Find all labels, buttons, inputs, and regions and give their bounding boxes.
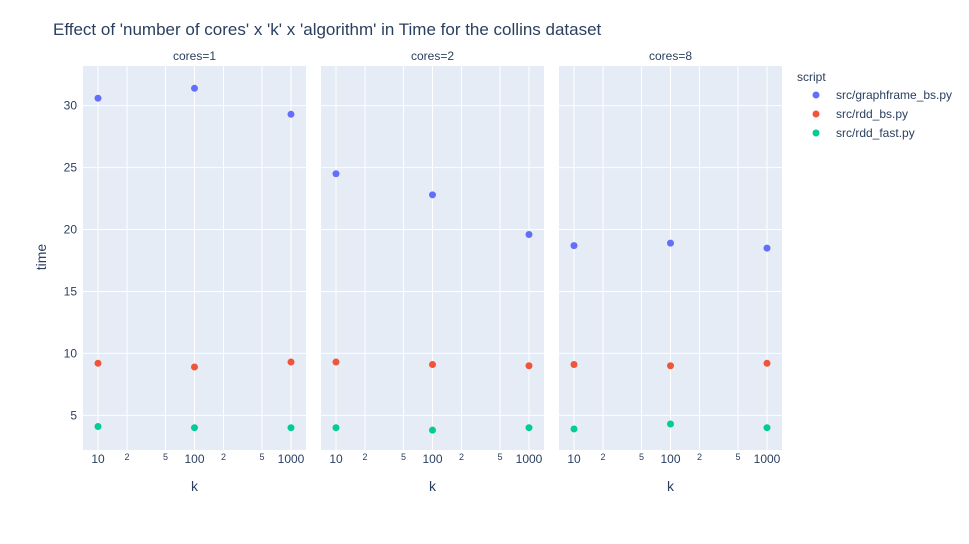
legend-label: src/graphframe_bs.py: [836, 88, 952, 102]
panel-cores-8: 10 2 5 100 2 5 1000 cores=8 k: [559, 49, 782, 494]
data-point-src-graphframe-bs-py: [191, 84, 198, 92]
data-point-src-graphframe-bs-py: [763, 244, 771, 252]
data-point-src-rdd-fast-py: [332, 424, 340, 432]
legend-label: src/rdd_bs.py: [836, 107, 908, 121]
data-point-src-rdd-bs-py: [429, 361, 436, 369]
y-tick-label: 20: [64, 223, 78, 237]
chart-title: Effect of 'number of cores' x 'k' x 'alg…: [53, 20, 602, 39]
data-point-src-graphframe-bs-py: [332, 170, 340, 178]
x-tick-label: 100: [184, 452, 204, 466]
data-point-src-rdd-fast-py: [525, 424, 533, 432]
data-point-src-graphframe-bs-py: [429, 191, 436, 199]
facet-label: cores=8: [649, 49, 692, 63]
x-tick-label: 2: [363, 452, 368, 462]
facet-label: cores=2: [411, 49, 454, 63]
x-tick-label: 1000: [754, 452, 781, 466]
x-tick-label: 5: [163, 452, 168, 462]
x-axis-label: k: [191, 478, 199, 494]
legend: script src/graphframe_bs.py src/rdd_bs.py…: [797, 70, 952, 140]
x-tick-label: 2: [459, 452, 464, 462]
y-axis-label: time: [33, 244, 49, 271]
legend-title: script: [797, 70, 826, 84]
x-tick-label: 10: [567, 452, 581, 466]
data-point-src-graphframe-bs-py: [287, 110, 295, 118]
data-point-src-graphframe-bs-py: [94, 94, 102, 102]
data-point-src-rdd-fast-py: [570, 425, 578, 433]
data-point-src-rdd-bs-py: [287, 358, 295, 366]
data-point-src-rdd-fast-py: [763, 424, 771, 432]
x-tick-label: 1000: [278, 452, 305, 466]
legend-item-src-rdd-fast-py: src/rdd_fast.py: [812, 126, 915, 140]
data-point-src-rdd-fast-py: [667, 420, 674, 428]
x-tick-label: 5: [259, 452, 264, 462]
legend-item-src-rdd-bs-py: src/rdd_bs.py: [812, 107, 908, 121]
legend-marker: [812, 91, 820, 99]
x-axis-label: k: [429, 478, 437, 494]
data-point-src-rdd-fast-py: [429, 426, 436, 434]
y-tick-label: 30: [64, 99, 78, 113]
data-point-src-rdd-fast-py: [191, 424, 198, 432]
data-point-src-graphframe-bs-py: [570, 242, 578, 250]
legend-marker: [812, 110, 820, 118]
y-tick-label: 5: [70, 408, 77, 422]
data-point-src-rdd-bs-py: [94, 359, 102, 367]
x-tick-label: 2: [125, 452, 130, 462]
x-axis-label: k: [667, 478, 675, 494]
data-point-src-rdd-bs-py: [763, 359, 771, 367]
x-tick-label: 2: [221, 452, 226, 462]
x-tick-label: 5: [401, 452, 406, 462]
data-point-src-rdd-bs-py: [191, 363, 198, 371]
x-tick-label: 5: [497, 452, 502, 462]
y-tick-label: 15: [64, 284, 78, 298]
x-tick-label: 10: [329, 452, 343, 466]
data-point-src-graphframe-bs-py: [525, 230, 533, 238]
data-point-src-graphframe-bs-py: [667, 239, 674, 247]
x-tick-label: 100: [422, 452, 442, 466]
x-tick-label: 2: [697, 452, 702, 462]
panel-cores-2: 10 2 5 100 2 5 1000 cores=2 k: [321, 49, 544, 494]
data-point-src-rdd-bs-py: [570, 361, 578, 369]
x-tick-label: 1000: [516, 452, 543, 466]
legend-label: src/rdd_fast.py: [836, 126, 915, 140]
x-tick-label: 5: [735, 452, 740, 462]
legend-item-src-graphframe-bs-py: src/graphframe_bs.py: [812, 88, 952, 102]
y-tick-label: 25: [64, 161, 78, 175]
data-point-src-rdd-bs-py: [332, 358, 340, 366]
x-tick-label: 2: [601, 452, 606, 462]
x-tick-label: 5: [639, 452, 644, 462]
legend-marker: [812, 129, 820, 137]
x-tick-label: 10: [91, 452, 105, 466]
x-tick-label: 100: [660, 452, 680, 466]
data-point-src-rdd-bs-py: [667, 362, 674, 370]
data-point-src-rdd-bs-py: [525, 362, 533, 370]
data-point-src-rdd-fast-py: [287, 424, 295, 432]
data-point-src-rdd-fast-py: [94, 422, 102, 430]
facet-label: cores=1: [173, 49, 216, 63]
y-tick-label: 10: [64, 346, 78, 360]
